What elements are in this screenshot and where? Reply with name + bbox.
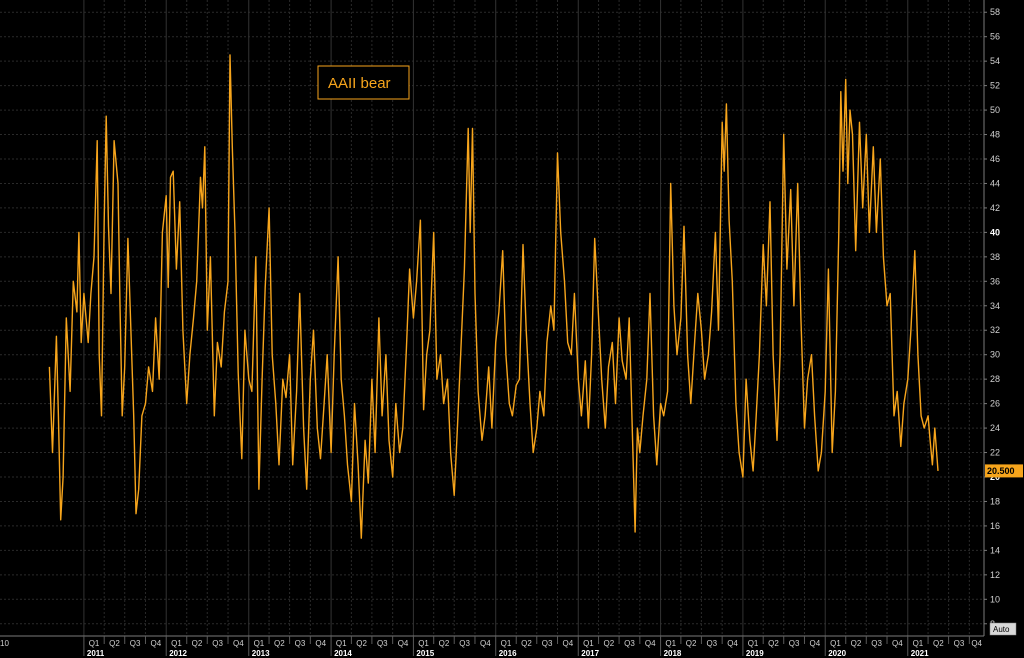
x-tick-label-quarter: Q3: [295, 639, 306, 648]
y-tick-labels: 8101214161820222426283032343638404244464…: [984, 7, 1000, 629]
x-tick-label-year: 2016: [499, 649, 517, 658]
x-tick-label-quarter: Q1: [336, 639, 347, 648]
y-tick-label: 46: [990, 154, 1000, 164]
x-tick-label-quarter: Q2: [521, 639, 532, 648]
y-tick-label: 34: [990, 301, 1000, 311]
legend: AAII bear: [317, 65, 410, 100]
x-tick-label-year: 2018: [664, 649, 682, 658]
x-tick-label-quarter: Q3: [706, 639, 717, 648]
x-tick-label-quarter: Q4: [645, 639, 656, 648]
x-tick-label-quarter: Q4: [233, 639, 244, 648]
auto-scale-button[interactable]: Auto: [989, 622, 1017, 636]
x-tick-label-quarter: Q4: [480, 639, 491, 648]
x-tick-label-quarter: Q1: [830, 639, 841, 648]
x-tick-label-quarter: Q4: [892, 639, 903, 648]
y-tick-label: 18: [990, 496, 1000, 506]
y-tick-label: 16: [990, 521, 1000, 531]
x-tick-label-quarter: Q4: [971, 639, 982, 648]
y-tick-label: 50: [990, 105, 1000, 115]
y-tick-label: 56: [990, 32, 1000, 42]
series-line-0: [48, 54, 939, 539]
x-tick-label-quarter: Q3: [871, 639, 882, 648]
legend-entry: AAII bear: [328, 75, 391, 92]
series-aaii-bear: [48, 54, 939, 539]
y-tick-label: 48: [990, 130, 1000, 140]
x-tick-label-quarter: Q2: [439, 639, 450, 648]
y-tick-label: 10: [990, 594, 1000, 604]
y-tick-label: 44: [990, 178, 1000, 188]
x-tick-label-year: 2020: [828, 649, 846, 658]
y-tick-label: 30: [990, 350, 1000, 360]
last-value-text: 20.500: [987, 466, 1015, 476]
y-tick-label: 40: [990, 227, 1000, 237]
x-tick-label-year: 2014: [334, 649, 352, 658]
x-tick-label-quarter: Q3: [130, 639, 141, 648]
x-tick-label-quarter: Q1: [171, 639, 182, 648]
x-tick-label-quarter: Q1: [254, 639, 265, 648]
y-tick-label: 42: [990, 203, 1000, 213]
auto-scale-label: Auto: [993, 625, 1010, 634]
x-tick-label-quarter: Q1: [418, 639, 429, 648]
x-tick-label-quarter: Q4: [727, 639, 738, 648]
x-tick-label-quarter: Q2: [768, 639, 779, 648]
y-tick-label: 54: [990, 56, 1000, 66]
x-tick-label-quarter: Q2: [603, 639, 614, 648]
x-tick-label-quarter: Q3: [212, 639, 223, 648]
x-tick-label-quarter: Q2: [109, 639, 120, 648]
x-tick-label-quarter: Q3: [954, 639, 965, 648]
x-tick-label-quarter: Q4: [315, 639, 326, 648]
x-tick-label-quarter: Q1: [89, 639, 100, 648]
grid-horizontal: [0, 11, 984, 625]
legend-box: [317, 65, 410, 100]
x-tick-label-year: 2021: [911, 649, 929, 658]
x-tick-label-year: 2019: [746, 649, 764, 658]
x-tick-label-quarter: Q3: [789, 639, 800, 648]
x-tick-label-quarter: Q1: [913, 639, 924, 648]
x-tick-label-quarter: Q4: [563, 639, 574, 648]
x-tick-label-quarter: Q3: [624, 639, 635, 648]
x-tick-label-quarter: Q1: [748, 639, 759, 648]
y-tick-label: 28: [990, 374, 1000, 384]
auto-scale-box: [989, 622, 1017, 636]
x-tick-label-quarter: Q2: [356, 639, 367, 648]
y-tick-label: 58: [990, 7, 1000, 17]
x-tick-label-quarter: Q3: [459, 639, 470, 648]
x-tick-label-quarter: Q2: [686, 639, 697, 648]
x-tick-label-quarter: Q2: [274, 639, 285, 648]
x-tick-label-year: 2011: [87, 649, 105, 658]
x-tick-label-quarter: Q3: [542, 639, 553, 648]
x-tick-label-quarter: Q1: [583, 639, 594, 648]
y-tick-label: 24: [990, 423, 1000, 433]
last-value-label: 20.500: [985, 464, 1023, 478]
y-tick-label: 22: [990, 448, 1000, 458]
x-tick-label-edge: 10: [0, 639, 9, 648]
y-tick-label: 14: [990, 545, 1000, 555]
y-tick-label: 32: [990, 325, 1000, 335]
x-tick-label-quarter: Q4: [810, 639, 821, 648]
y-tick-label: 36: [990, 276, 1000, 286]
x-tick-label-quarter: Q4: [398, 639, 409, 648]
y-tick-label: 52: [990, 81, 1000, 91]
x-tick-label-year: 2017: [581, 649, 599, 658]
x-tick-label-quarter: Q2: [851, 639, 862, 648]
x-tick-label-quarter: Q2: [192, 639, 203, 648]
y-tick-label: 12: [990, 570, 1000, 580]
x-tick-label-quarter: Q3: [377, 639, 388, 648]
x-tick-label-quarter: Q2: [933, 639, 944, 648]
x-tick-label-year: 2015: [416, 649, 434, 658]
y-tick-label: 38: [990, 252, 1000, 262]
x-tick-label-quarter: Q1: [501, 639, 512, 648]
x-tick-label-quarter: Q4: [151, 639, 162, 648]
y-tick-label: 26: [990, 399, 1000, 409]
last-value-box: [985, 464, 1023, 478]
x-tick-label-quarter: Q1: [665, 639, 676, 648]
x-tick-label-year: 2012: [169, 649, 187, 658]
x-tick-label-year: 2013: [252, 649, 270, 658]
